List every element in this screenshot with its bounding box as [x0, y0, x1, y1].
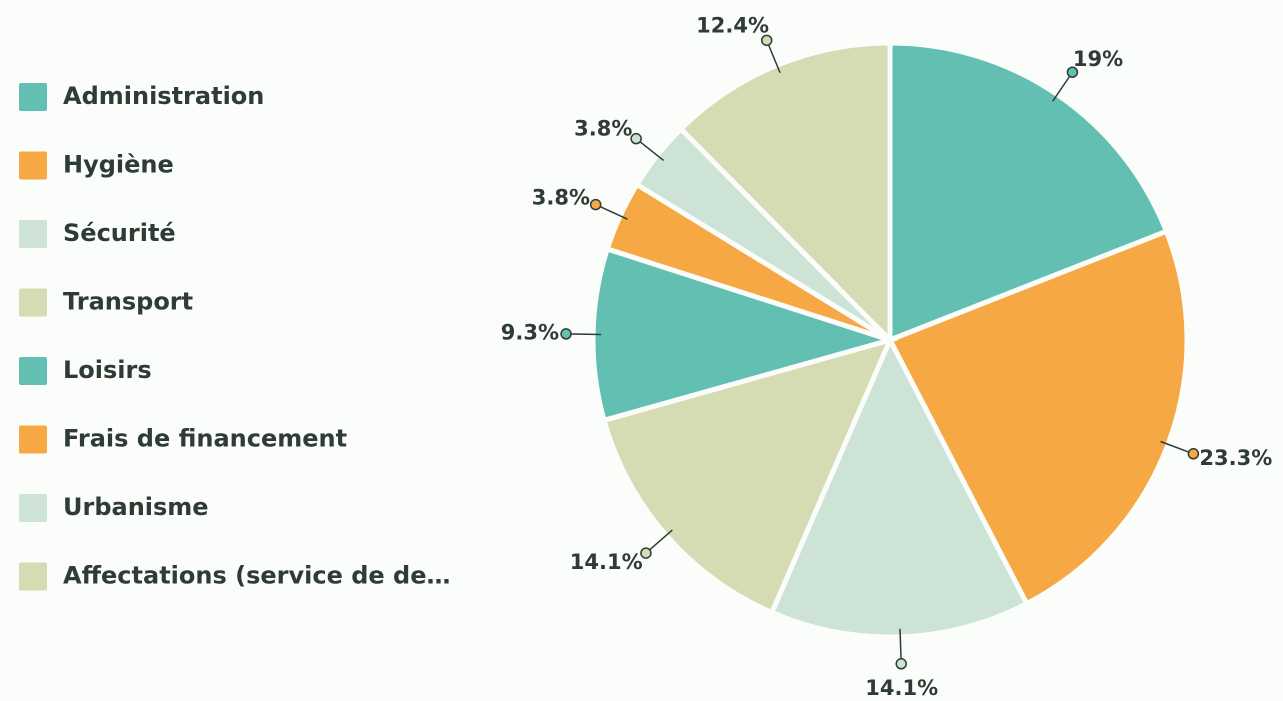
leader-line [899, 628, 902, 664]
legend-label: Hygiène [63, 151, 174, 179]
leader-line [766, 40, 781, 74]
legend-label: Affectations (service de de… [63, 562, 450, 590]
leader-line [566, 333, 602, 336]
legend-label: Transport [63, 288, 193, 316]
label-dot [895, 658, 907, 670]
data-label: 14.1% [865, 676, 938, 700]
data-label: 3.8% [574, 116, 632, 140]
legend-label: Administration [63, 82, 264, 110]
legend-swatch [19, 425, 47, 454]
data-label: 9.3% [501, 321, 559, 345]
data-label: 12.4% [696, 13, 769, 37]
leader-line [595, 203, 628, 220]
data-label: 19% [1073, 47, 1123, 71]
legend-swatch [19, 494, 47, 522]
label-dot [640, 547, 652, 559]
leader-line [645, 529, 673, 554]
legend-swatch [19, 83, 47, 111]
legend-label: Loisirs [63, 356, 152, 384]
label-dot [1066, 66, 1079, 78]
legend-label: Sécurité [63, 219, 176, 247]
leader-line [635, 138, 665, 162]
data-label: 3.8% [532, 185, 590, 209]
label-dot [589, 198, 602, 211]
legend-swatch [19, 288, 47, 317]
legend-swatch [19, 220, 47, 248]
leader-line [1160, 440, 1194, 455]
legend-swatch [19, 562, 47, 591]
label-dot [560, 328, 572, 340]
legend-swatch [19, 151, 47, 180]
label-dot [1187, 448, 1200, 460]
leader-line [1052, 71, 1074, 102]
label-dot [630, 132, 642, 145]
legend-label: Frais de financement [63, 425, 347, 453]
legend-label: Urbanisme [63, 493, 209, 521]
data-label: 23.3% [1199, 446, 1272, 470]
label-dot [760, 34, 773, 47]
legend-swatch [19, 357, 47, 385]
data-label: 14.1% [570, 550, 643, 574]
